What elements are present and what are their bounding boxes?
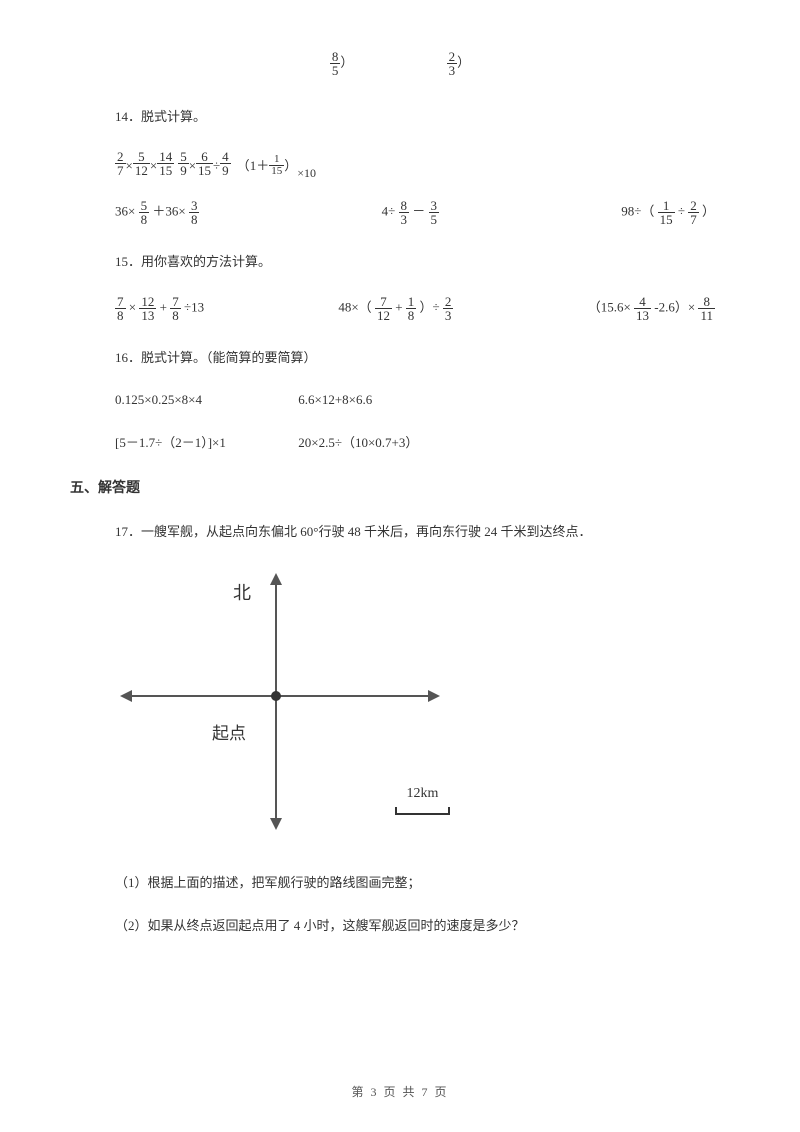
- section-5-title: 五、解答题: [70, 478, 715, 500]
- q15-label: 15．用你喜欢的方法计算。: [85, 252, 715, 273]
- scale-bar: 12km: [395, 783, 450, 815]
- top-fractions: 85） 23）: [85, 50, 715, 77]
- frac-num: 8: [330, 50, 341, 64]
- q14-row1: 27 × 512 × 1415 59 × 615 ÷ 49 （1＋ 115 ） …: [85, 150, 715, 177]
- q14-row2: 36× 58 ＋36× 38 4÷ 83 － 35 98÷（ 115 ÷ 27 …: [85, 199, 715, 226]
- q16-row2: [5－1.7÷（2－1）]×1 20×2.5÷（10×0.7+3）: [85, 433, 715, 454]
- frac-den: 5: [330, 64, 341, 77]
- q17-sub2: （2）如果从终点返回起点用了 4 小时，这艘军舰返回时的速度是多少？: [85, 916, 715, 937]
- north-label: 北: [233, 579, 251, 608]
- paren: ）: [340, 54, 353, 69]
- frac-num: 2: [447, 50, 458, 64]
- q17-label: 17．一艘军舰，从起点向东偏北 60°行驶 48 千米后，再向东行驶 24 千米…: [85, 522, 715, 543]
- q14-label: 14．脱式计算。: [85, 107, 715, 128]
- page-footer: 第 3 页 共 7 页: [0, 1083, 800, 1102]
- compass-diagram: 北 起点 12km: [115, 565, 475, 845]
- origin-label: 起点: [212, 720, 246, 747]
- q15-row1: 78 × 1213 + 78 ÷13 48×（ 712 + 18 ）÷ 23 （…: [85, 295, 715, 322]
- q16-row1: 0.125×0.25×8×4 6.6×12+8×6.6: [85, 390, 715, 411]
- q17-sub1: （1）根据上面的描述，把军舰行驶的路线图画完整；: [85, 873, 715, 894]
- frac-den: 3: [447, 64, 458, 77]
- paren: ）: [457, 54, 470, 69]
- q16-label: 16．脱式计算。（能简算的要简算）: [85, 348, 715, 369]
